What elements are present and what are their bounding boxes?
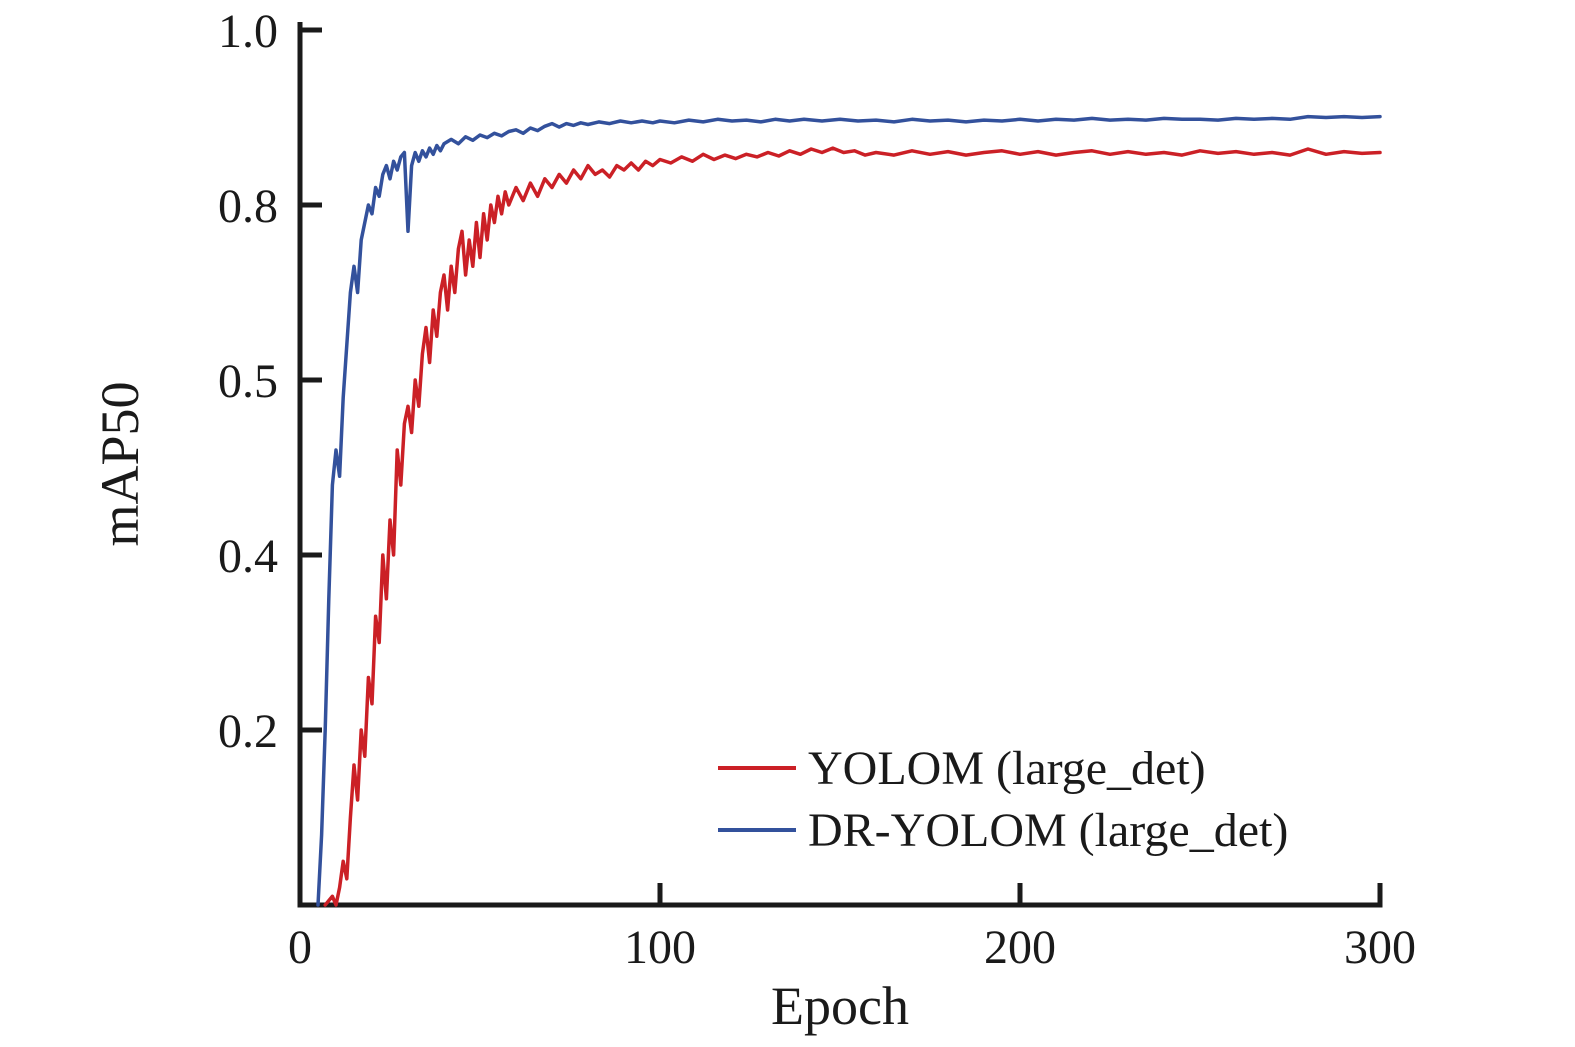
- series-line-dr-yolom-large-det-: [316, 114, 1382, 907]
- legend-line-sample-blue: [718, 828, 796, 832]
- legend-label-yolom: YOLOM (large_det): [808, 741, 1206, 795]
- x-tick-label: 200: [984, 921, 1056, 974]
- legend-line-sample-red: [718, 766, 796, 770]
- y-axis-label: mAP50: [90, 381, 150, 547]
- axes-layer: 1.0 0.8 0.5 0.4 0.2 0 100 200 300: [218, 5, 1416, 974]
- legend-label-dr-yolom: DR-YOLOM (large_det): [808, 803, 1289, 857]
- series-line-yolom-large-det-: [323, 146, 1382, 907]
- y-tick-label: 0.4: [218, 530, 278, 583]
- x-tick-label: 300: [1344, 921, 1416, 974]
- y-tick-label: 0.8: [218, 180, 278, 233]
- x-axis-label: Epoch: [771, 976, 909, 1036]
- legend: YOLOM (large_det) DR-YOLOM (large_det): [718, 741, 1289, 857]
- x-tick-label: 0: [288, 921, 312, 974]
- y-tick-label: 1.0: [218, 5, 278, 58]
- y-tick-label: 0.5: [218, 355, 278, 408]
- legend-item-yolom: YOLOM (large_det): [718, 741, 1288, 795]
- y-tick-label: 0.2: [218, 705, 278, 758]
- legend-item-dr-yolom: DR-YOLOM (large_det): [718, 803, 1289, 857]
- series-layer: [316, 114, 1382, 907]
- x-tick-label: 100: [624, 921, 696, 974]
